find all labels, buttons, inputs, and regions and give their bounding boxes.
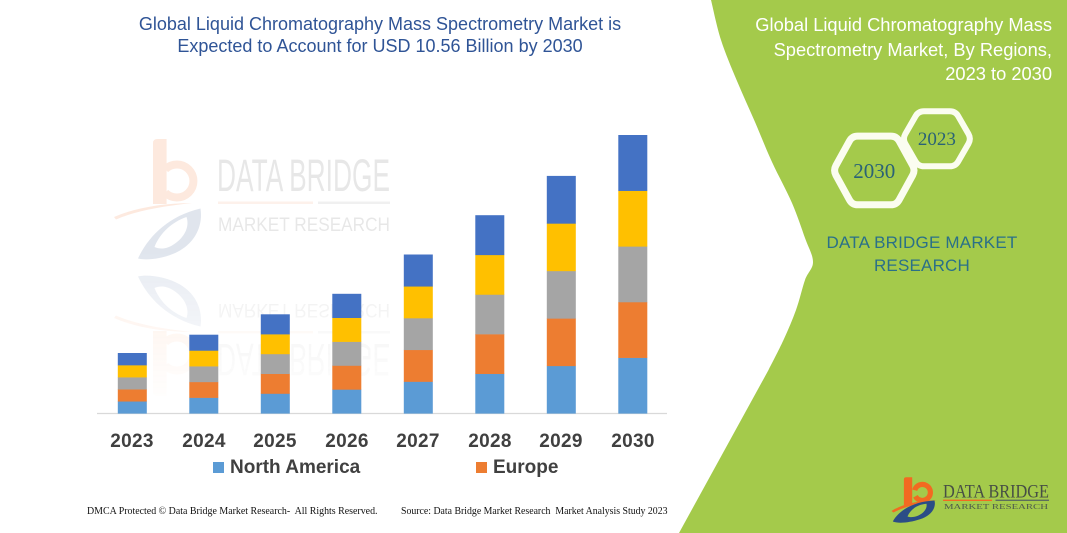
- svg-text:DATA BRIDGE: DATA BRIDGE: [943, 482, 1049, 503]
- svg-text:2023: 2023: [918, 129, 956, 150]
- svg-text:DATA BRIDGE: DATA BRIDGE: [217, 334, 390, 385]
- svg-text:MARKET RESEARCH: MARKET RESEARCH: [218, 299, 390, 320]
- svg-text:MARKET RESEARCH: MARKET RESEARCH: [218, 215, 390, 236]
- svg-text:DATA BRIDGE: DATA BRIDGE: [217, 150, 390, 201]
- svg-text:MARKET RESEARCH: MARKET RESEARCH: [944, 502, 1049, 511]
- svg-text:2030: 2030: [853, 159, 895, 183]
